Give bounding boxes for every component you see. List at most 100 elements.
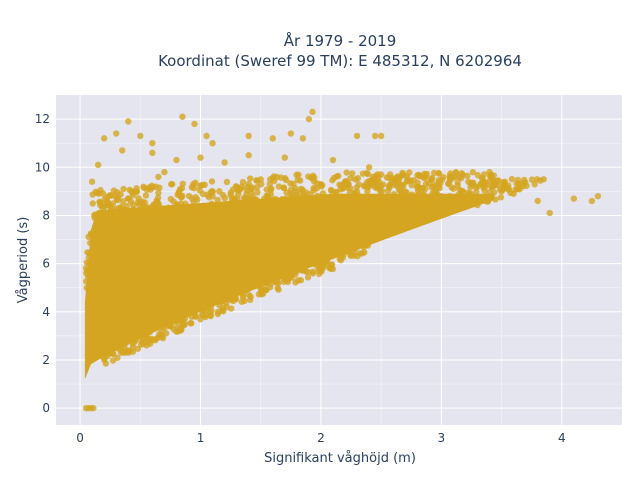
data-point bbox=[188, 195, 196, 202]
data-point bbox=[464, 195, 471, 202]
data-point bbox=[203, 132, 210, 140]
data-point bbox=[209, 139, 216, 147]
data-point bbox=[245, 180, 252, 188]
data-point bbox=[197, 154, 204, 161]
data-point bbox=[314, 258, 322, 265]
data-point bbox=[546, 209, 553, 217]
data-point bbox=[255, 291, 263, 298]
data-point bbox=[333, 188, 340, 196]
data-point bbox=[149, 149, 156, 157]
data-point bbox=[156, 323, 163, 330]
data-point bbox=[333, 173, 340, 180]
data-point bbox=[140, 340, 147, 348]
data-point bbox=[198, 311, 206, 318]
data-point bbox=[490, 172, 498, 179]
data-point bbox=[89, 200, 96, 207]
data-point bbox=[379, 181, 387, 188]
data-point bbox=[91, 212, 98, 219]
data-point bbox=[266, 200, 273, 208]
data-point bbox=[266, 180, 273, 188]
data-point bbox=[206, 209, 213, 216]
data-point bbox=[490, 177, 497, 185]
data-point bbox=[384, 187, 392, 195]
data-point bbox=[377, 171, 385, 178]
data-point bbox=[386, 181, 394, 189]
data-point bbox=[104, 352, 111, 360]
data-point bbox=[372, 174, 380, 182]
data-point bbox=[570, 195, 578, 202]
data-point bbox=[234, 187, 242, 194]
data-point bbox=[201, 181, 208, 189]
data-point bbox=[364, 170, 372, 178]
x-axis-ticks: 0 1 2 3 4 bbox=[76, 431, 565, 445]
data-point bbox=[267, 186, 275, 194]
data-point bbox=[125, 118, 132, 125]
data-point bbox=[373, 181, 380, 189]
data-point bbox=[474, 172, 482, 179]
data-point bbox=[594, 192, 602, 200]
data-point bbox=[204, 191, 211, 198]
data-point bbox=[94, 189, 101, 197]
data-point bbox=[329, 156, 337, 164]
data-point bbox=[353, 132, 361, 140]
data-point bbox=[254, 189, 261, 196]
data-point bbox=[474, 197, 481, 204]
data-point bbox=[241, 297, 248, 305]
data-point bbox=[354, 192, 362, 199]
data-point bbox=[394, 200, 402, 208]
data-point bbox=[310, 196, 317, 203]
data-point bbox=[216, 301, 223, 309]
y-axis-title: Vågperiod (s) bbox=[16, 217, 31, 304]
data-point bbox=[120, 185, 127, 193]
data-point bbox=[316, 270, 323, 278]
data-point bbox=[437, 180, 444, 187]
data-point bbox=[216, 188, 223, 195]
data-point bbox=[269, 174, 277, 182]
data-point bbox=[481, 171, 488, 178]
data-point bbox=[165, 212, 173, 219]
y-tick-label: 8 bbox=[42, 208, 50, 222]
data-point bbox=[281, 175, 289, 182]
data-point bbox=[292, 201, 299, 208]
data-point bbox=[209, 188, 216, 195]
data-point bbox=[108, 216, 115, 223]
data-point bbox=[192, 179, 199, 186]
data-point bbox=[327, 186, 335, 194]
data-point bbox=[408, 182, 415, 189]
data-point bbox=[292, 194, 300, 202]
data-point bbox=[498, 188, 505, 195]
data-point bbox=[309, 108, 316, 116]
data-point bbox=[129, 344, 137, 351]
data-point bbox=[135, 210, 142, 217]
data-point bbox=[467, 179, 474, 187]
data-point bbox=[160, 207, 167, 214]
data-point bbox=[165, 206, 172, 213]
data-point bbox=[406, 194, 413, 202]
x-tick-label: 4 bbox=[558, 431, 566, 445]
data-point bbox=[259, 200, 266, 207]
data-point bbox=[83, 284, 90, 292]
data-point bbox=[275, 183, 283, 190]
data-point bbox=[155, 189, 162, 197]
data-point bbox=[453, 196, 461, 203]
data-point bbox=[431, 169, 438, 177]
data-point bbox=[119, 349, 127, 356]
data-point bbox=[248, 189, 255, 197]
data-point bbox=[329, 198, 336, 205]
dense-point-region bbox=[84, 193, 495, 380]
data-point bbox=[126, 336, 134, 344]
data-point bbox=[137, 132, 144, 140]
data-point bbox=[332, 250, 339, 258]
data-point bbox=[144, 211, 152, 218]
data-point bbox=[302, 268, 310, 275]
data-point bbox=[318, 194, 325, 201]
data-point bbox=[182, 200, 189, 207]
data-point bbox=[258, 180, 265, 188]
data-point bbox=[474, 201, 481, 209]
data-point bbox=[343, 169, 350, 176]
data-point bbox=[153, 212, 161, 220]
data-point bbox=[156, 184, 163, 191]
data-point bbox=[327, 265, 335, 272]
data-points bbox=[82, 108, 602, 412]
data-point bbox=[129, 201, 137, 209]
